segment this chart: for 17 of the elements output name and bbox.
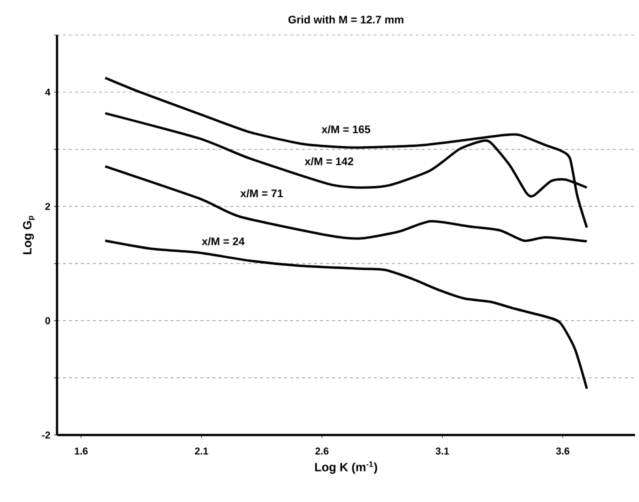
x-tick-label: 2.6 bbox=[315, 448, 328, 455]
x-tick-label: 1.6 bbox=[74, 448, 88, 455]
line-series bbox=[104, 76, 588, 229]
chart-title: Grid with M = 12.7 mm bbox=[288, 15, 404, 24]
x-tick-label: 2.1 bbox=[194, 448, 208, 454]
y-axis-title: Log G$_{p}$ bbox=[23, 216, 35, 254]
series-label: x/M = 71 bbox=[240, 189, 283, 198]
y-tick-label: 2 bbox=[45, 202, 50, 210]
x-tick-label: 3.1 bbox=[436, 448, 449, 455]
y-tick-label: 0 bbox=[45, 317, 50, 324]
series-label: x/M = 24 bbox=[202, 237, 245, 246]
x-axis-title: Log K (m$^{-1}$) bbox=[315, 461, 378, 474]
series-label: x/M = 142 bbox=[304, 157, 354, 166]
y-tick-label: 4 bbox=[45, 88, 50, 96]
y-tick-label: -2 bbox=[42, 432, 50, 438]
series-label: x/M = 165 bbox=[322, 125, 370, 134]
x-tick-label: 3.6 bbox=[556, 448, 570, 455]
